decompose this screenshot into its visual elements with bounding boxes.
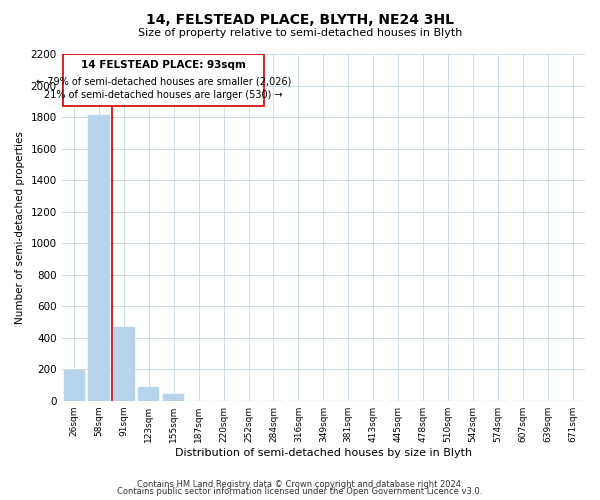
Bar [163,394,184,400]
Y-axis label: Number of semi-detached properties: Number of semi-detached properties [15,131,25,324]
Text: 14, FELSTEAD PLACE, BLYTH, NE24 3HL: 14, FELSTEAD PLACE, BLYTH, NE24 3HL [146,12,454,26]
Bar [138,388,160,400]
Text: Contains public sector information licensed under the Open Government Licence v3: Contains public sector information licen… [118,487,482,496]
Text: Contains HM Land Registry data © Crown copyright and database right 2024.: Contains HM Land Registry data © Crown c… [137,480,463,489]
FancyBboxPatch shape [63,54,263,106]
Text: 21% of semi-detached houses are larger (530) →: 21% of semi-detached houses are larger (… [44,90,283,100]
Text: ← 79% of semi-detached houses are smaller (2,026): ← 79% of semi-detached houses are smalle… [35,76,291,86]
X-axis label: Distribution of semi-detached houses by size in Blyth: Distribution of semi-detached houses by … [175,448,472,458]
Text: Size of property relative to semi-detached houses in Blyth: Size of property relative to semi-detach… [138,28,462,38]
Bar [64,370,85,400]
Bar [88,116,110,401]
Text: 14 FELSTEAD PLACE: 93sqm: 14 FELSTEAD PLACE: 93sqm [81,60,245,70]
Bar [113,326,134,400]
